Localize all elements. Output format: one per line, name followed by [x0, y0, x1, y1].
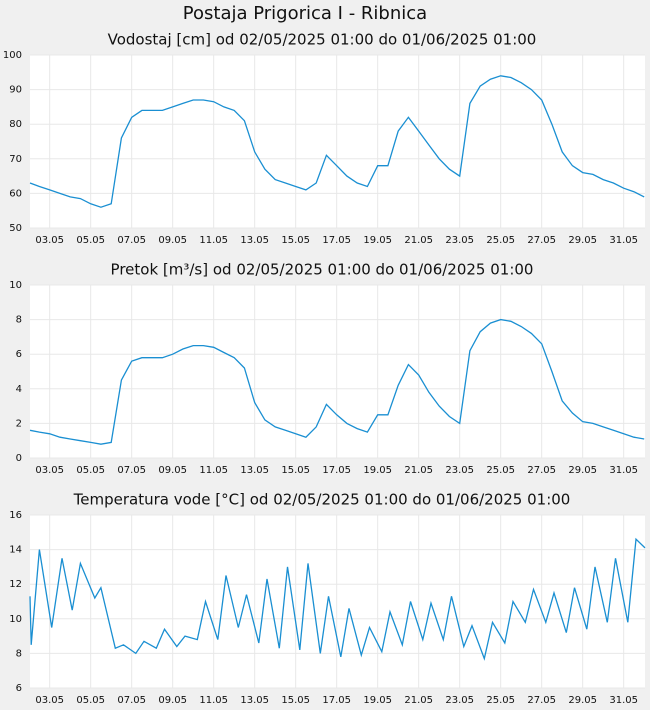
y-tick-label: 10 — [9, 280, 22, 291]
x-tick-label: 21.05 — [404, 465, 433, 476]
x-tick-label: 17.05 — [322, 465, 351, 476]
x-tick-label: 13.05 — [240, 235, 269, 246]
x-tick-label: 27.05 — [527, 465, 556, 476]
x-tick-label: 19.05 — [363, 235, 392, 246]
x-tick-label: 17.05 — [322, 695, 351, 706]
x-tick-label: 23.05 — [445, 235, 474, 246]
x-tick-label: 27.05 — [527, 695, 556, 706]
x-tick-label: 15.05 — [281, 465, 310, 476]
x-tick-label: 29.05 — [568, 465, 597, 476]
x-tick-label: 09.05 — [158, 465, 187, 476]
x-tick-label: 25.05 — [486, 695, 515, 706]
y-tick-label: 90 — [9, 85, 22, 96]
x-tick-label: 05.05 — [76, 235, 105, 246]
x-tick-label: 05.05 — [76, 465, 105, 476]
x-tick-label: 11.05 — [199, 695, 228, 706]
plot-area — [30, 55, 645, 228]
x-tick-label: 07.05 — [117, 465, 146, 476]
y-tick-label: 16 — [9, 510, 22, 521]
y-tick-label: 0 — [16, 453, 22, 464]
x-tick-label: 29.05 — [568, 235, 597, 246]
x-tick-label: 05.05 — [76, 695, 105, 706]
y-tick-label: 60 — [9, 188, 22, 199]
x-tick-label: 07.05 — [117, 695, 146, 706]
y-tick-label: 8 — [16, 315, 22, 326]
x-tick-label: 31.05 — [609, 235, 638, 246]
y-tick-label: 4 — [16, 384, 22, 395]
chart-title: Vodostaj [cm] od 02/05/2025 01:00 do 01/… — [108, 31, 537, 49]
plot-area — [30, 515, 645, 688]
x-tick-label: 25.05 — [486, 465, 515, 476]
chart-title: Temperatura vode [°C] od 02/05/2025 01:0… — [73, 491, 571, 509]
x-tick-label: 15.05 — [281, 695, 310, 706]
x-tick-label: 29.05 — [568, 695, 597, 706]
x-tick-label: 19.05 — [363, 465, 392, 476]
x-tick-label: 19.05 — [363, 695, 392, 706]
x-tick-label: 21.05 — [404, 235, 433, 246]
x-tick-label: 25.05 — [486, 235, 515, 246]
data-line — [29, 75, 645, 208]
y-tick-label: 12 — [9, 579, 22, 590]
page-title: Postaja Prigorica I - Ribnica — [183, 3, 427, 24]
plot-area — [30, 285, 645, 458]
y-tick-label: 2 — [16, 418, 22, 429]
data-line — [29, 537, 646, 661]
y-tick-label: 70 — [9, 154, 22, 165]
y-tick-label: 100 — [3, 50, 22, 61]
x-tick-label: 03.05 — [35, 695, 64, 706]
y-tick-label: 50 — [9, 223, 22, 234]
x-tick-label: 11.05 — [199, 465, 228, 476]
x-tick-label: 31.05 — [609, 465, 638, 476]
data-line — [29, 318, 645, 445]
x-tick-label: 17.05 — [322, 235, 351, 246]
x-tick-label: 23.05 — [445, 695, 474, 706]
x-tick-label: 13.05 — [240, 695, 269, 706]
chart-title: Pretok [m³/s] od 02/05/2025 01:00 do 01/… — [111, 261, 534, 279]
x-tick-label: 11.05 — [199, 235, 228, 246]
x-tick-label: 13.05 — [240, 465, 269, 476]
y-tick-label: 14 — [9, 545, 22, 556]
x-tick-label: 07.05 — [117, 235, 146, 246]
x-tick-label: 15.05 — [281, 235, 310, 246]
y-tick-label: 80 — [9, 119, 22, 130]
x-tick-label: 09.05 — [158, 695, 187, 706]
y-tick-label: 6 — [16, 349, 22, 360]
x-tick-label: 21.05 — [404, 695, 433, 706]
y-tick-label: 10 — [9, 614, 22, 625]
x-tick-label: 27.05 — [527, 235, 556, 246]
y-tick-label: 6 — [16, 683, 22, 694]
x-tick-label: 23.05 — [445, 465, 474, 476]
x-tick-label: 09.05 — [158, 235, 187, 246]
x-tick-label: 03.05 — [35, 235, 64, 246]
x-tick-label: 31.05 — [609, 695, 638, 706]
y-tick-label: 8 — [16, 648, 22, 659]
x-tick-label: 03.05 — [35, 465, 64, 476]
